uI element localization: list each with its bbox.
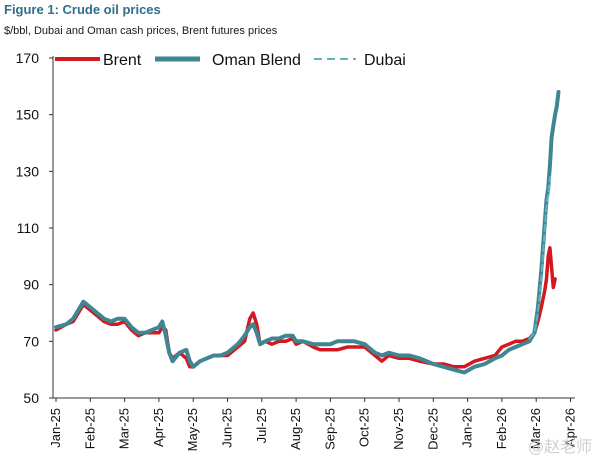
x-tick-label: Jun-25 [220, 408, 235, 448]
legend-label-brent: Brent [103, 52, 142, 69]
x-tick-label: Oct-25 [357, 408, 372, 447]
x-tick-label: Nov-25 [391, 408, 406, 450]
y-tick-label: 130 [16, 163, 40, 179]
x-tick-label: Mar-26 [528, 408, 543, 449]
series-line-brent [54, 246, 557, 369]
y-tick-label: 70 [23, 333, 39, 349]
watermark: @赵老师 [528, 437, 592, 456]
x-tick-label: May-25 [185, 408, 200, 451]
x-tick-label: Jul-25 [254, 408, 269, 443]
x-tick-label: Sep-25 [322, 408, 337, 450]
y-tick-label: 50 [23, 390, 39, 406]
x-tick-label: Jan-26 [460, 408, 475, 448]
x-tick-label: Jan-25 [48, 408, 63, 448]
legend-label-dubai: Dubai [364, 52, 406, 69]
chart-title: Figure 1: Crude oil prices [4, 2, 161, 17]
y-tick-label: 170 [16, 50, 40, 66]
x-tick-label: Feb-26 [494, 408, 509, 449]
x-tick-label: Mar-25 [117, 408, 132, 449]
series-line-oman-blend [54, 90, 561, 375]
x-tick-label: Apr-26 [563, 408, 578, 447]
y-tick-label: 150 [16, 107, 40, 123]
x-tick-label: Dec-25 [425, 408, 440, 450]
series-line-dubai [528, 176, 551, 340]
x-tick-label: Feb-25 [82, 408, 97, 449]
legend-label-oman-blend: Oman Blend [212, 52, 301, 69]
x-tick-label: Apr-25 [151, 408, 166, 447]
y-tick-label: 110 [17, 220, 40, 236]
y-tick-label: 90 [23, 277, 39, 293]
chart-subtitle: $/bbl, Dubai and Oman cash prices, Brent… [4, 25, 278, 37]
x-tick-label: Aug-25 [288, 408, 303, 450]
